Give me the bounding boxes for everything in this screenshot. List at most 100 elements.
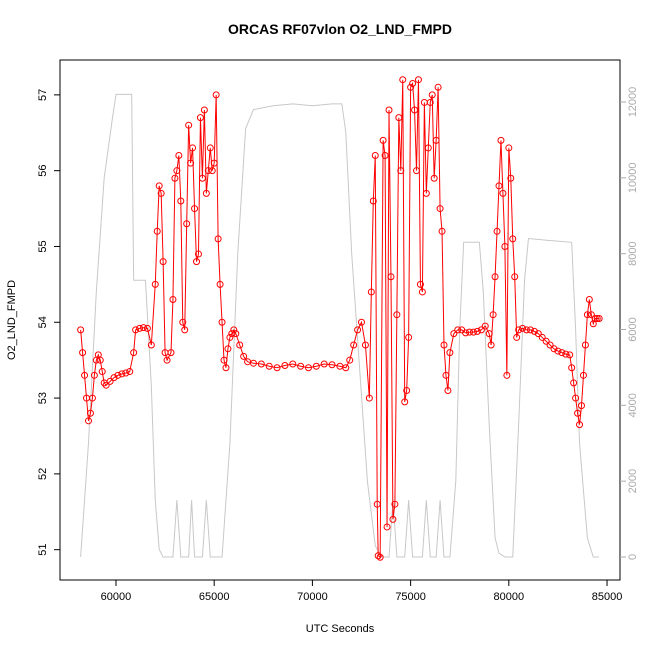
x-tick-label: 75000: [395, 591, 426, 603]
data-point: [216, 280, 224, 288]
data-point: [365, 394, 373, 402]
data-point: [413, 167, 421, 175]
data-point: [574, 409, 582, 417]
data-point: [198, 174, 206, 182]
y-tick-label: 57: [37, 89, 49, 101]
data-point: [342, 364, 350, 372]
series-line: [80, 93, 600, 558]
data-point: [562, 350, 570, 358]
data-point: [426, 98, 434, 106]
y2-tick-label: 8000: [627, 241, 639, 265]
data-point: [379, 136, 387, 144]
data-point: [416, 280, 424, 288]
data-point: [566, 351, 574, 359]
data-point: [185, 121, 193, 129]
data-point: [328, 361, 336, 369]
x-tick-label: 60000: [101, 591, 132, 603]
data-point: [513, 333, 521, 341]
data-point: [538, 333, 546, 341]
data-point: [434, 83, 442, 91]
data-point: [542, 337, 550, 345]
data-point: [371, 152, 379, 160]
data-point: [397, 167, 405, 175]
data-point: [102, 381, 110, 389]
data-point: [511, 273, 519, 281]
data-point: [126, 368, 134, 376]
data-point: [230, 326, 238, 334]
data-point: [206, 144, 214, 152]
data-point: [96, 356, 104, 364]
data-point: [297, 362, 305, 370]
data-point: [196, 114, 204, 122]
data-point: [136, 324, 144, 332]
data-point: [393, 311, 401, 319]
data-point: [194, 250, 202, 258]
data-point: [454, 326, 462, 334]
data-point: [493, 227, 501, 235]
data-point: [526, 326, 534, 334]
data-point: [591, 314, 599, 322]
data-point: [481, 322, 489, 330]
data-point: [77, 326, 85, 334]
data-point: [118, 370, 126, 378]
data-point: [90, 371, 98, 379]
y2-tick-label: 0: [627, 554, 639, 560]
data-point: [143, 324, 151, 332]
data-point: [240, 352, 248, 360]
series-line: [80, 79, 600, 559]
data-point: [179, 318, 187, 326]
data-point: [191, 205, 199, 213]
data-point: [122, 369, 130, 377]
data-point: [530, 327, 538, 335]
data-point: [304, 364, 312, 372]
data-point: [422, 189, 430, 197]
data-point: [367, 288, 375, 296]
data-point: [249, 359, 257, 367]
data-point: [495, 182, 503, 190]
data-point: [175, 152, 183, 160]
data-point: [432, 136, 440, 144]
data-point: [132, 326, 140, 334]
data-point: [403, 386, 411, 394]
data-point: [446, 349, 454, 357]
x-tick-label: 85000: [592, 591, 623, 603]
data-point: [139, 324, 147, 332]
data-point: [450, 330, 458, 338]
data-point: [88, 394, 96, 402]
data-point: [546, 341, 554, 349]
data-point: [519, 324, 527, 332]
data-point: [98, 368, 106, 376]
data-point: [515, 326, 523, 334]
data-point: [228, 330, 236, 338]
data-point: [407, 83, 415, 91]
data-point: [387, 273, 395, 281]
data-point: [462, 329, 470, 337]
x-tick-label: 80000: [494, 591, 525, 603]
data-point: [487, 341, 495, 349]
data-point: [232, 330, 240, 338]
data-point: [81, 371, 89, 379]
data-point: [430, 174, 438, 182]
data-point: [466, 328, 474, 336]
data-point: [501, 242, 509, 250]
data-point: [187, 159, 195, 167]
data-point: [572, 394, 580, 402]
y-tick-label: 51: [37, 544, 49, 556]
data-point: [507, 174, 515, 182]
y2-tick-label: 12000: [627, 87, 639, 118]
x-axis-label: UTC Seconds: [306, 623, 375, 635]
data-point: [358, 318, 366, 326]
data-point: [173, 167, 181, 175]
data-point: [583, 311, 591, 319]
data-point: [578, 402, 586, 410]
data-point: [444, 386, 452, 394]
data-point: [485, 330, 493, 338]
data-point: [424, 144, 432, 152]
data-point: [587, 311, 595, 319]
data-point: [558, 349, 566, 357]
data-point: [169, 296, 177, 304]
data-point: [218, 318, 226, 326]
data-point: [428, 91, 436, 99]
data-point: [86, 409, 94, 417]
